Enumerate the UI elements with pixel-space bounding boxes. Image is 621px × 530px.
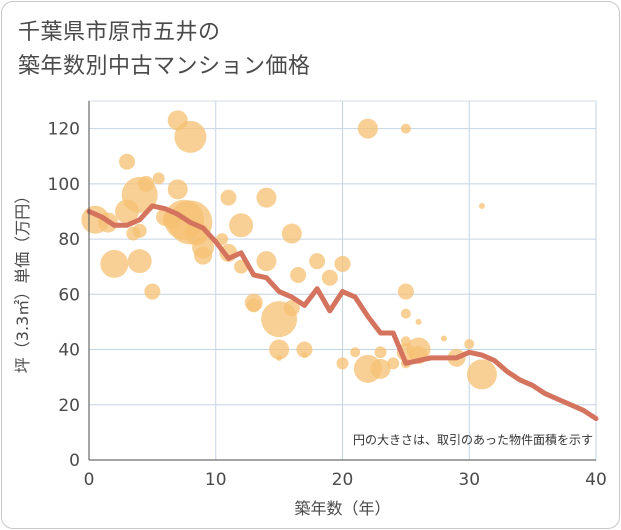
data-bubble [350,347,361,358]
data-bubble [387,357,400,370]
x-tick-label: 40 [585,470,607,490]
y-tick-label: 100 [48,175,80,195]
data-bubble [296,341,313,358]
data-bubble [283,300,300,317]
data-bubble [374,346,387,359]
data-bubble [281,223,302,244]
data-bubble [256,251,277,272]
bubble-size-note: 円の大きさは、取引のあった物件面積を示す [353,432,593,447]
data-bubble [100,249,129,278]
data-bubble [290,266,307,283]
data-bubble [301,352,308,359]
chart-title-line2: 築年数別中古マンション価格 [18,54,311,79]
data-bubble [336,357,349,370]
data-bubble [400,308,411,319]
y-tick-label: 40 [58,341,80,361]
data-bubble [127,249,152,274]
data-bubble [466,359,497,390]
data-bubble [119,153,136,170]
y-tick-label: 60 [58,285,80,305]
data-bubble [397,283,414,300]
data-bubble [400,123,411,134]
data-bubble [220,189,237,206]
data-bubble [132,223,147,238]
x-axis-title: 築年数（年） [294,499,390,518]
data-bubble [440,335,447,342]
data-bubble [144,283,161,300]
x-tick-label: 0 [84,470,95,490]
series-line [86,203,599,422]
data-bubble [174,120,207,153]
y-tick-label: 0 [69,451,80,471]
data-bubble [357,118,378,139]
y-tick-label: 120 [48,120,80,140]
data-bubble [167,179,188,200]
data-bubble [370,358,391,379]
data-bubble [246,298,261,313]
x-tick-label: 10 [205,470,227,490]
data-bubble [256,187,277,208]
data-bubble [216,233,229,246]
chart-title-line1: 千葉県市原市五井の [18,20,221,45]
data-bubble [334,255,351,272]
data-bubble [276,354,283,361]
data-bubble [138,175,155,192]
x-tick-label: 30 [458,470,480,490]
data-bubble [415,318,422,325]
y-tick-label: 20 [58,396,80,416]
data-bubble [269,339,290,360]
data-bubble [152,172,165,185]
data-bubble [478,202,485,209]
data-bubble [309,253,326,270]
y-tick-label: 80 [58,230,80,250]
data-bubble [321,269,338,286]
data-bubble [229,213,254,238]
data-bubble [194,246,213,265]
x-tick-label: 20 [332,470,354,490]
data-bubble [464,339,475,350]
y-axis-title: 坪（3.3㎡）単価（万円） [13,188,32,373]
